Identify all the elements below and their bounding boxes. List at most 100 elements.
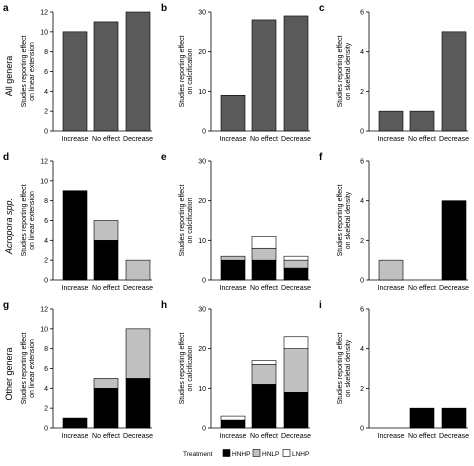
panel-letter-g: g [3,300,9,311]
bar-a-increase [62,31,88,132]
y-axis-label-line: on linear extension [29,42,36,101]
panel-e: e Studies reporting effecton calcificatio… [161,152,311,292]
x-tick-label: No effect [408,433,436,440]
x-tick-label: Decrease [281,285,311,292]
row-label-acropora: Acropora spp. [4,198,14,255]
panel-letter-f: f [319,152,323,163]
y-tick-label: 10 [40,178,48,185]
x-tick-label: Increase [378,136,405,143]
bar-h-no-effect-hnhp [251,384,277,429]
bar-h-decrease-hnhp [283,391,309,429]
y-tick-label: 8 [44,346,48,353]
bar-e-no-effect-lnhp [251,236,277,249]
y-axis-label-line: Studies reporting effect [21,36,28,108]
y-tick-label: 12 [40,159,48,166]
legend-swatch-hnhp [222,449,231,457]
bar-h-increase-lnhp [220,415,246,421]
x-tick-label: Decrease [439,136,469,143]
bar-e-increase-hnlp [220,255,246,261]
y-tick-label: 6 [360,307,364,314]
y-tick-label: 30 [198,307,206,314]
y-tick-label: 20 [198,198,206,205]
y-axis-label-c: Studies reporting effecton skeletal dens… [337,36,352,108]
bar-i-no-effect-hnhp [409,407,435,429]
y-axis-label-line: on calcification [187,48,194,94]
panel-d: d Studies reporting effecton linear exten… [3,152,153,292]
y-tick-label: 8 [44,198,48,205]
y-tick-label: 4 [360,198,364,205]
x-tick-label: Increase [220,136,247,143]
y-tick-label: 6 [44,366,48,373]
x-tick-label: Decrease [123,136,153,143]
y-axis-label-line: Studies reporting effect [179,333,186,405]
y-tick-label: 12 [40,307,48,314]
bar-b-no-effect [251,19,277,132]
x-tick-label: Increase [378,285,405,292]
y-axis-label-line: on linear extension [29,191,36,250]
x-tick-label: Increase [378,433,405,440]
y-axis-label-line: on skeletal density [345,42,352,100]
x-tick-label: Decrease [123,285,153,292]
y-axis-label-line: on skeletal density [345,191,352,249]
y-axis-label-line: on linear extension [29,339,36,398]
row-label-other-genera: Other genera [4,347,14,400]
bar-h-decrease-hnlp [283,348,309,393]
x-tick-label: Decrease [439,285,469,292]
x-tick-label: Increase [220,285,247,292]
bar-d-decrease-hnlp [125,259,151,281]
panel-f: f Studies reporting effecton skeletal den… [319,152,469,292]
y-tick-label: 8 [44,49,48,56]
bar-e-no-effect-hnlp [251,247,277,261]
x-tick-label: Increase [62,433,89,440]
y-tick-label: 12 [40,10,48,17]
x-tick-label: Decrease [439,433,469,440]
y-tick-label: 0 [202,129,206,136]
y-tick-label: 2 [44,258,48,265]
bar-a-decrease [125,11,151,132]
panel-letter-b: b [161,3,167,14]
panel-letter-e: e [161,152,167,163]
y-axis-label-line: Studies reporting effect [337,36,344,108]
row-label-all-genera: All genera [4,56,14,97]
y-tick-label: 4 [360,346,364,353]
y-tick-label: 4 [360,49,364,56]
y-axis-label-line: on calcification [187,197,194,243]
y-axis-label-line: Studies reporting effect [179,185,186,257]
row-labels: All genera Acropora spp. Other genera [4,56,14,401]
panel-letter-d: d [3,152,9,163]
x-tick-label: No effect [250,136,278,143]
y-tick-label: 4 [44,89,48,96]
legend: Treatment HNHP HNLP LNHP [183,449,309,458]
y-tick-label: 30 [198,159,206,166]
y-tick-label: 2 [360,386,364,393]
y-tick-label: 10 [198,238,206,245]
x-tick-label: Increase [62,285,89,292]
x-tick-label: Decrease [281,433,311,440]
y-axis-label-d: Studies reporting effecton linear extens… [21,185,36,257]
y-axis-label-g: Studies reporting effecton linear extens… [21,333,36,405]
y-axis-label-i: Studies reporting effecton skeletal dens… [337,333,352,405]
y-tick-label: 0 [44,129,48,136]
y-axis-label-line: on skeletal density [345,339,352,397]
bar-e-no-effect-hnhp [251,259,277,281]
y-tick-label: 0 [202,278,206,285]
y-tick-label: 6 [44,218,48,225]
legend-title: Treatment [183,451,213,458]
panel-letter-h: h [161,300,167,311]
y-tick-label: 6 [44,69,48,76]
y-tick-label: 4 [44,386,48,393]
bar-h-increase-hnhp [220,419,246,429]
y-axis-label-line: Studies reporting effect [21,333,28,405]
panel-letter-c: c [319,3,325,14]
bar-c-decrease [441,31,467,132]
bar-c-increase [378,110,404,132]
y-axis-label-h: Studies reporting effecton calcification [179,333,194,405]
bar-f-increase-hnlp [378,259,404,281]
bar-e-decrease-hnhp [283,267,309,281]
y-tick-label: 2 [44,109,48,116]
x-tick-label: Increase [62,136,89,143]
x-tick-label: No effect [92,136,120,143]
bar-d-no-effect-hnlp [93,220,119,241]
legend-swatch-lnhp [282,449,291,457]
y-tick-label: 10 [198,386,206,393]
